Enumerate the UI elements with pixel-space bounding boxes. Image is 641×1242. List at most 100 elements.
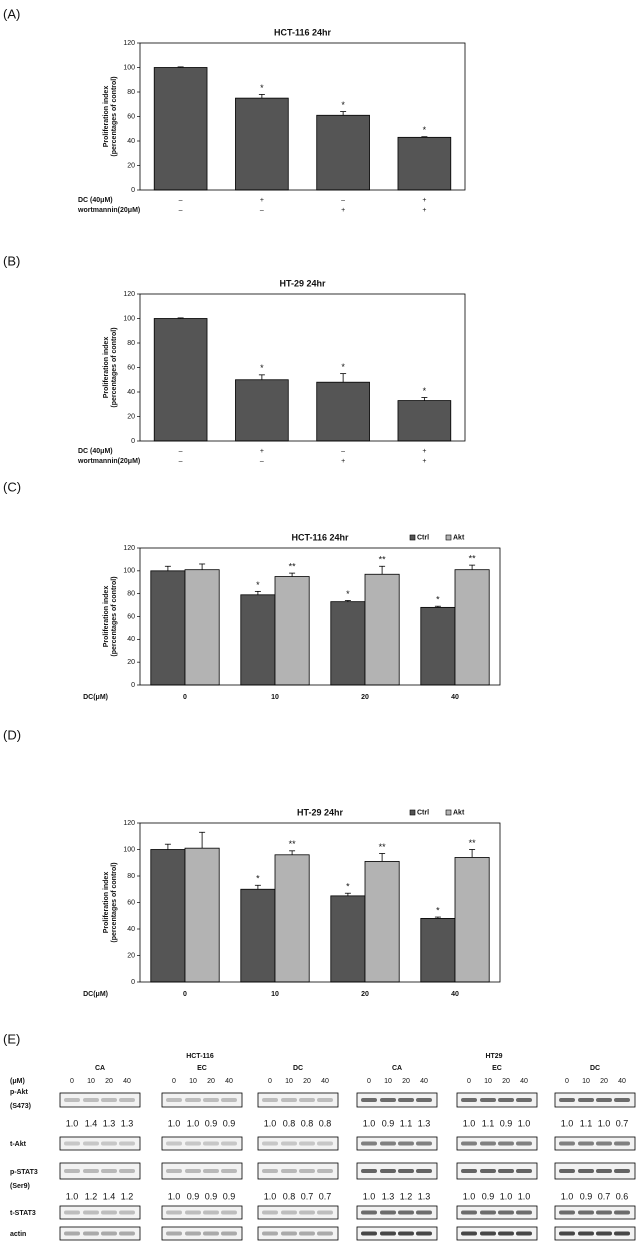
blot-box [59, 1092, 141, 1108]
treatment-label: CA [95, 1065, 105, 1072]
significance-mark: * [436, 905, 440, 915]
y-tick-label: 120 [123, 40, 135, 47]
blot-band [480, 1098, 496, 1102]
blot-band [398, 1098, 414, 1102]
quantification: 1.0 [598, 1118, 611, 1128]
condition-value: + [422, 448, 426, 455]
blot-band [166, 1098, 182, 1102]
significance-mark: * [256, 874, 260, 884]
quantification: 0.9 [205, 1118, 218, 1128]
dose-label: 0 [565, 1078, 569, 1085]
condition-value: – [179, 197, 183, 204]
blot-band [361, 1231, 377, 1236]
blot-band [516, 1169, 532, 1173]
y-tick-label: 20 [127, 659, 135, 666]
significance-mark: ** [379, 555, 387, 565]
blot-band [262, 1098, 278, 1102]
condition-label: wortmannin(20μM) [77, 207, 140, 214]
blot-band [361, 1169, 377, 1173]
quantification: 1.3 [121, 1118, 134, 1128]
blot-band [559, 1098, 575, 1102]
y-tick-label: 0 [131, 682, 135, 689]
bar [274, 854, 310, 983]
blot-band [83, 1141, 99, 1146]
y-axis-label: Proliferation index [103, 86, 110, 148]
bar [420, 606, 456, 686]
plot-frame [139, 822, 501, 983]
significance-mark: * [346, 589, 350, 599]
blot-band [203, 1141, 219, 1146]
blot-band [119, 1169, 135, 1173]
quantification: 1.1 [580, 1118, 593, 1128]
y-tick-label: 80 [127, 591, 135, 598]
condition-value: – [179, 458, 183, 465]
significance-mark: ** [469, 554, 477, 564]
blot-band [614, 1098, 630, 1102]
blot-band [317, 1210, 333, 1215]
bar [184, 847, 220, 983]
quantification: 0.8 [283, 1191, 296, 1201]
quantification: 0.8 [301, 1118, 314, 1128]
blot-box [161, 1092, 243, 1108]
blot-band [64, 1098, 80, 1102]
quantification: 0.9 [382, 1118, 395, 1128]
blot-band [559, 1231, 575, 1236]
blot-box [257, 1162, 339, 1180]
blot-band [480, 1231, 496, 1236]
blot-band [498, 1169, 514, 1173]
bar [235, 379, 289, 442]
blot-band [461, 1098, 477, 1102]
blot-band [203, 1169, 219, 1173]
treatment-label: DC [590, 1065, 600, 1072]
blot-band [559, 1141, 575, 1146]
row-label: p-STAT3 [10, 1169, 38, 1176]
quantification: 0.9 [580, 1191, 593, 1201]
dose-label: 20 [303, 1078, 311, 1085]
blot-band [516, 1210, 532, 1215]
chart: HT-29 24hr Proliferation index (percentage… [77, 278, 466, 465]
bar [454, 857, 490, 983]
quantification: 1.4 [85, 1118, 98, 1128]
x-axis-label: DC(μM) [83, 694, 108, 701]
blot-box [161, 1226, 243, 1241]
blot-band [281, 1210, 297, 1215]
blot-band [398, 1141, 414, 1146]
quantification: 0.9 [187, 1191, 200, 1201]
chart-title: HT-29 24hr [279, 278, 326, 288]
condition-value: + [260, 197, 264, 204]
dose-label: 40 [618, 1078, 626, 1085]
blot-band [578, 1098, 594, 1102]
blot-band [262, 1231, 278, 1236]
blot-band [596, 1210, 612, 1215]
blot-band [203, 1231, 219, 1236]
bar [397, 136, 452, 191]
blot-band [317, 1141, 333, 1146]
blot-box [554, 1162, 636, 1180]
treatment-label: EC [197, 1065, 207, 1072]
blot-band [221, 1169, 237, 1173]
dose-label: 20 [402, 1078, 410, 1085]
bar [235, 97, 289, 191]
blot-box [456, 1092, 538, 1108]
blot-band [461, 1231, 477, 1236]
quantification: 0.7 [616, 1118, 629, 1128]
row-label: t-STAT3 [10, 1210, 36, 1217]
bar [150, 849, 186, 983]
blot-band [119, 1141, 135, 1146]
significance-mark: ** [469, 838, 477, 848]
row-label: (Ser9) [10, 1183, 30, 1190]
blot-band [416, 1141, 432, 1146]
bar [330, 895, 366, 983]
y-tick-label: 100 [123, 568, 135, 575]
western-blot: HCT-116 HT29 (μM) p-Akt (S473) t-Akt p-STAT3 (S… [10, 1053, 636, 1241]
y-axis-label: Proliferation index [103, 337, 110, 399]
blot-band [416, 1169, 432, 1173]
y-tick-label: 20 [127, 162, 135, 169]
blot-box [257, 1092, 339, 1108]
treatment-label: CA [392, 1065, 402, 1072]
blot-band [64, 1210, 80, 1215]
row-label: p-Akt [10, 1089, 29, 1096]
blot-band [498, 1141, 514, 1146]
blot-band [559, 1210, 575, 1215]
dose-label: 20 [105, 1078, 113, 1085]
